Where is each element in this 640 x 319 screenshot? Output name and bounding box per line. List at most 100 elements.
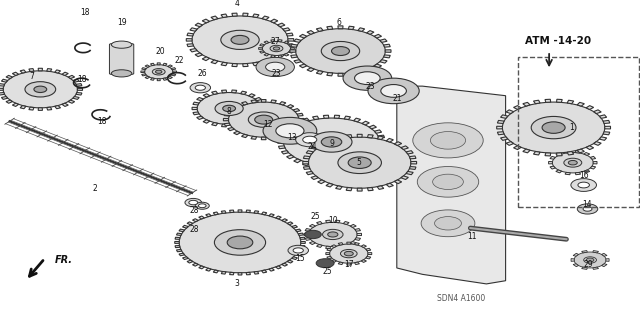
Polygon shape	[150, 78, 154, 80]
Polygon shape	[278, 141, 284, 143]
Polygon shape	[500, 137, 508, 140]
Polygon shape	[278, 135, 285, 138]
Polygon shape	[255, 116, 262, 119]
Polygon shape	[54, 70, 61, 73]
Polygon shape	[168, 65, 172, 67]
Text: ATM -14-20: ATM -14-20	[525, 36, 591, 47]
Text: 21: 21	[392, 94, 401, 103]
Polygon shape	[545, 99, 550, 102]
Polygon shape	[38, 108, 42, 110]
Polygon shape	[276, 216, 281, 219]
Text: 16: 16	[579, 171, 589, 180]
Circle shape	[34, 86, 47, 93]
Polygon shape	[269, 214, 275, 217]
Polygon shape	[367, 68, 374, 71]
Polygon shape	[374, 34, 381, 38]
Polygon shape	[232, 13, 237, 16]
Circle shape	[284, 118, 380, 166]
Polygon shape	[326, 246, 330, 249]
Circle shape	[190, 83, 211, 93]
Text: 19: 19	[116, 18, 127, 27]
Polygon shape	[327, 72, 333, 76]
Polygon shape	[12, 72, 19, 76]
Polygon shape	[254, 211, 259, 213]
Polygon shape	[347, 242, 351, 244]
Circle shape	[25, 82, 56, 97]
Polygon shape	[203, 94, 210, 97]
Circle shape	[542, 122, 565, 133]
Polygon shape	[284, 54, 289, 56]
Polygon shape	[582, 267, 588, 270]
Polygon shape	[556, 170, 562, 173]
Ellipse shape	[111, 41, 132, 48]
Polygon shape	[47, 69, 52, 71]
Polygon shape	[368, 253, 372, 255]
Polygon shape	[276, 266, 281, 269]
Circle shape	[338, 152, 381, 174]
Polygon shape	[523, 149, 530, 153]
Polygon shape	[289, 44, 293, 46]
Circle shape	[3, 71, 77, 108]
Polygon shape	[291, 44, 298, 47]
Polygon shape	[317, 180, 325, 184]
Polygon shape	[157, 79, 160, 81]
Circle shape	[348, 157, 371, 168]
Polygon shape	[523, 102, 530, 106]
Text: 18: 18	[98, 117, 107, 126]
Polygon shape	[305, 238, 310, 241]
Polygon shape	[145, 65, 150, 67]
Polygon shape	[182, 257, 188, 260]
Text: 7: 7	[29, 72, 35, 81]
Polygon shape	[205, 268, 211, 271]
Polygon shape	[271, 136, 276, 139]
Polygon shape	[157, 63, 160, 65]
Polygon shape	[193, 219, 198, 222]
Text: 10: 10	[328, 216, 338, 225]
Polygon shape	[29, 107, 34, 110]
Polygon shape	[62, 103, 68, 107]
Polygon shape	[545, 153, 550, 156]
Polygon shape	[283, 28, 290, 31]
Polygon shape	[190, 28, 197, 31]
Polygon shape	[599, 115, 607, 118]
Polygon shape	[303, 118, 310, 122]
Polygon shape	[590, 166, 596, 169]
Polygon shape	[306, 151, 314, 154]
Polygon shape	[355, 262, 360, 264]
Polygon shape	[386, 138, 394, 142]
Polygon shape	[259, 112, 266, 115]
Circle shape	[192, 16, 288, 64]
Polygon shape	[294, 39, 301, 42]
Polygon shape	[141, 71, 145, 72]
Polygon shape	[228, 108, 234, 112]
Polygon shape	[262, 212, 267, 215]
Circle shape	[228, 102, 299, 137]
Text: 3: 3	[234, 279, 239, 288]
Polygon shape	[331, 260, 337, 263]
Circle shape	[417, 167, 479, 197]
Polygon shape	[584, 152, 590, 155]
Polygon shape	[12, 103, 19, 107]
Circle shape	[263, 117, 317, 144]
Polygon shape	[251, 136, 257, 139]
Polygon shape	[361, 245, 367, 248]
Polygon shape	[241, 122, 246, 126]
Polygon shape	[271, 57, 278, 61]
Polygon shape	[343, 244, 349, 248]
Polygon shape	[397, 86, 506, 284]
Circle shape	[328, 232, 338, 237]
Polygon shape	[141, 74, 146, 76]
Polygon shape	[163, 78, 167, 80]
Polygon shape	[230, 272, 234, 275]
Circle shape	[215, 101, 243, 115]
Text: 20: 20	[155, 47, 165, 56]
Polygon shape	[259, 48, 262, 49]
Polygon shape	[298, 233, 303, 235]
Circle shape	[145, 65, 173, 79]
Polygon shape	[262, 16, 269, 20]
Text: 5: 5	[356, 158, 361, 167]
Circle shape	[262, 41, 291, 56]
Polygon shape	[20, 70, 26, 73]
Polygon shape	[513, 106, 521, 109]
Polygon shape	[593, 250, 598, 253]
